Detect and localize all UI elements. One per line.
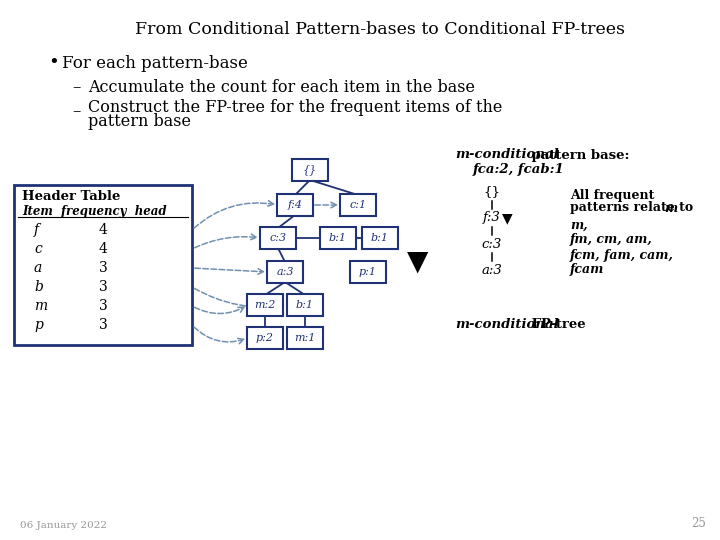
Text: 3: 3 — [99, 299, 108, 313]
Text: c: c — [34, 242, 42, 256]
FancyBboxPatch shape — [320, 227, 356, 249]
FancyBboxPatch shape — [362, 227, 398, 249]
Text: Header Table: Header Table — [22, 190, 120, 202]
Text: pattern base:: pattern base: — [527, 148, 629, 161]
Text: fcam: fcam — [570, 264, 604, 276]
Text: 4: 4 — [99, 242, 108, 256]
FancyBboxPatch shape — [292, 159, 328, 181]
Text: ▼: ▼ — [408, 248, 428, 276]
Text: f:4: f:4 — [287, 200, 302, 210]
Text: Accumulate the count for each item in the base: Accumulate the count for each item in th… — [88, 79, 475, 97]
FancyBboxPatch shape — [287, 294, 323, 316]
Text: b: b — [34, 280, 43, 294]
Text: •: • — [48, 54, 59, 72]
Text: For each pattern-base: For each pattern-base — [62, 55, 248, 71]
FancyBboxPatch shape — [14, 185, 192, 345]
Text: 3: 3 — [99, 261, 108, 275]
Text: f:3: f:3 — [483, 212, 501, 225]
Text: 4: 4 — [99, 223, 108, 237]
Text: a:3: a:3 — [482, 264, 503, 276]
Text: 3: 3 — [99, 318, 108, 332]
Text: 25: 25 — [691, 517, 706, 530]
Text: c:3: c:3 — [482, 238, 502, 251]
Text: fca:2, fcab:1: fca:2, fcab:1 — [473, 164, 564, 177]
Text: –: – — [72, 79, 81, 97]
Text: a:3: a:3 — [276, 267, 294, 277]
Text: pattern base: pattern base — [88, 113, 191, 131]
Text: {}: {} — [484, 186, 500, 199]
Text: m: m — [664, 201, 678, 214]
Text: FP-tree: FP-tree — [527, 319, 585, 332]
FancyBboxPatch shape — [267, 261, 303, 283]
Text: b:1: b:1 — [371, 233, 389, 243]
Text: –: – — [72, 104, 81, 120]
Text: fcm, fam, cam,: fcm, fam, cam, — [570, 248, 674, 261]
Text: f: f — [34, 223, 39, 237]
Text: m-conditional: m-conditional — [455, 148, 559, 161]
FancyBboxPatch shape — [247, 327, 283, 349]
Text: m: m — [34, 299, 47, 313]
Text: {}: {} — [303, 165, 317, 176]
Text: 3: 3 — [99, 280, 108, 294]
Text: b:1: b:1 — [296, 300, 314, 310]
Text: Item  frequency  head: Item frequency head — [22, 205, 166, 218]
Text: m:1: m:1 — [294, 333, 315, 343]
Text: c:1: c:1 — [349, 200, 366, 210]
Text: p:1: p:1 — [359, 267, 377, 277]
Text: 06 January 2022: 06 January 2022 — [20, 521, 107, 530]
FancyBboxPatch shape — [260, 227, 296, 249]
Text: b:1: b:1 — [329, 233, 347, 243]
FancyBboxPatch shape — [277, 194, 313, 216]
Text: p:2: p:2 — [256, 333, 274, 343]
Text: Construct the FP-tree for the frequent items of the: Construct the FP-tree for the frequent i… — [88, 98, 503, 116]
Text: p: p — [34, 318, 43, 332]
Text: All frequent: All frequent — [570, 188, 654, 201]
FancyBboxPatch shape — [350, 261, 386, 283]
Text: fm, cm, am,: fm, cm, am, — [570, 233, 653, 246]
FancyBboxPatch shape — [287, 327, 323, 349]
Text: patterns relate to: patterns relate to — [570, 201, 698, 214]
Text: c:3: c:3 — [269, 233, 287, 243]
Text: m-conditional: m-conditional — [455, 319, 559, 332]
Text: From Conditional Pattern-bases to Conditional FP-trees: From Conditional Pattern-bases to Condit… — [135, 22, 625, 38]
Text: m:2: m:2 — [254, 300, 276, 310]
FancyBboxPatch shape — [340, 194, 376, 216]
Text: m,: m, — [570, 219, 588, 232]
Text: a: a — [34, 261, 42, 275]
Text: ▼: ▼ — [502, 211, 513, 225]
FancyBboxPatch shape — [247, 294, 283, 316]
